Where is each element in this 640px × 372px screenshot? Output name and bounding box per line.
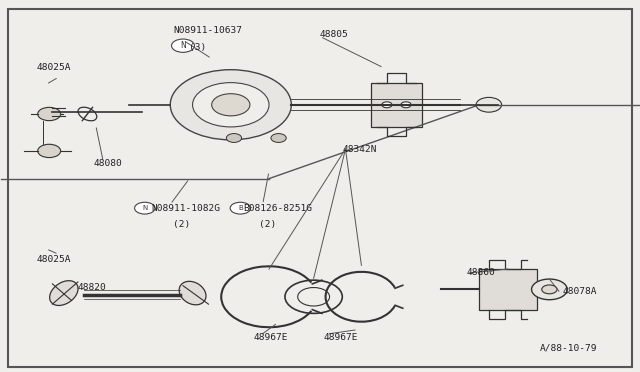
Text: 48860: 48860 (467, 268, 495, 277)
Circle shape (172, 39, 195, 52)
Text: 48078A: 48078A (562, 287, 596, 296)
Circle shape (532, 279, 567, 300)
Text: 48080: 48080 (94, 159, 122, 169)
Text: 48025A: 48025A (36, 63, 71, 72)
Text: 48967E: 48967E (253, 333, 287, 342)
Text: (3): (3) (189, 43, 207, 52)
Text: N08911-1082G: N08911-1082G (151, 203, 220, 213)
Text: B08126-8251G: B08126-8251G (244, 203, 312, 213)
Circle shape (476, 97, 502, 112)
Text: (2): (2) (173, 220, 191, 229)
Text: 48820: 48820 (78, 283, 107, 292)
Text: N08911-10637: N08911-10637 (173, 26, 243, 35)
Circle shape (230, 202, 250, 214)
Circle shape (38, 108, 61, 121)
Circle shape (227, 134, 242, 142)
Circle shape (271, 134, 286, 142)
Text: (2): (2) (259, 220, 276, 229)
Ellipse shape (179, 281, 206, 305)
Text: 48342N: 48342N (342, 145, 377, 154)
Circle shape (382, 102, 392, 108)
Circle shape (401, 102, 411, 108)
Circle shape (38, 144, 61, 158)
Text: A/88-10-79: A/88-10-79 (540, 344, 597, 353)
Circle shape (170, 70, 291, 140)
Circle shape (134, 202, 155, 214)
Circle shape (193, 83, 269, 127)
Circle shape (541, 285, 557, 294)
Ellipse shape (50, 280, 78, 305)
Text: 48025A: 48025A (36, 255, 71, 264)
Bar (479, 269, 537, 310)
Text: 48967E: 48967E (323, 333, 358, 342)
Bar (371, 83, 422, 127)
Text: N: N (142, 205, 147, 211)
Circle shape (212, 94, 250, 116)
Text: 48805: 48805 (320, 30, 349, 39)
Text: B: B (238, 205, 243, 211)
Text: N: N (180, 41, 186, 50)
